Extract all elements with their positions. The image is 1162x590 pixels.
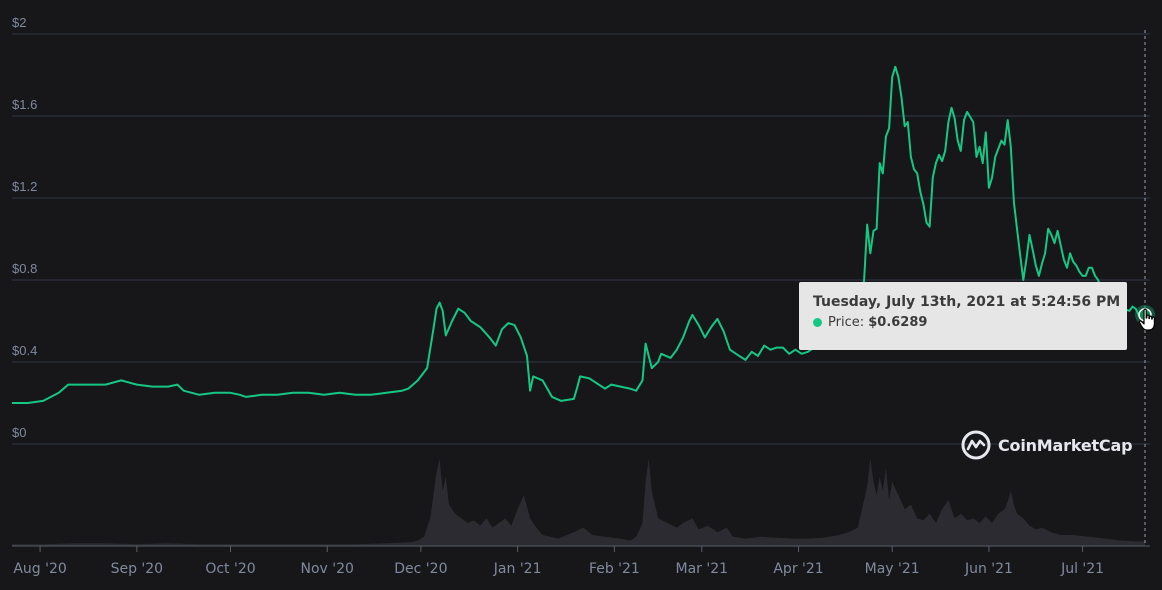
tooltip-price-label: Price: <box>828 315 865 330</box>
x-axis-ticks: Aug '20 Sep '20 Oct '20 Nov '20 Dec '20 Jan '… <box>13 546 1104 577</box>
hand-pointer-icon <box>1138 308 1155 331</box>
volume-area-shape <box>12 458 1145 546</box>
price-tooltip: Tuesday, July 13th, 2021 at 5:24:56 PM P… <box>799 282 1127 350</box>
price-line <box>12 65 1146 404</box>
x-tick-label: Jun '21 <box>964 561 1013 577</box>
x-tick-label: May '21 <box>865 561 920 577</box>
brand-name: CoinMarketCap <box>998 435 1133 455</box>
x-tick-label: Aug '20 <box>13 561 66 577</box>
x-tick-label: Sep '20 <box>111 561 164 577</box>
x-tick-label: Jan '21 <box>493 561 542 577</box>
x-tick-label: Apr '21 <box>773 561 823 577</box>
y-tick-label: $0 <box>12 425 26 440</box>
x-tick-label: Mar '21 <box>676 561 729 577</box>
tooltip-price-value: $0.6289 <box>868 315 928 330</box>
tooltip-price-row: Price: $0.6289 <box>813 315 1113 330</box>
x-tick-label: Feb '21 <box>589 561 640 577</box>
x-tick-label: Jul '21 <box>1060 561 1104 577</box>
tooltip-date: Tuesday, July 13th, 2021 at 5:24:56 PM <box>813 294 1121 310</box>
coinmarketcap-watermark: CoinMarketCap <box>960 428 1133 462</box>
y-tick-label: $0.8 <box>12 261 37 276</box>
series-dot-icon <box>813 318 822 327</box>
grid-lines <box>12 33 1150 445</box>
x-tick-label: Oct '20 <box>205 561 255 577</box>
x-tick-label: Nov '20 <box>301 561 354 577</box>
coinmarketcap-logo-icon <box>961 430 991 460</box>
y-tick-label: $1.6 <box>12 97 37 112</box>
x-tick-label: Dec '20 <box>394 561 447 577</box>
volume-area <box>12 458 1145 546</box>
price-series <box>12 65 1146 404</box>
y-axis-labels: $0 $0.4 $0.8 $1.2 $1.6 $2 <box>12 15 37 440</box>
y-tick-label: $1.2 <box>12 179 37 194</box>
y-tick-label: $2 <box>12 15 26 30</box>
y-tick-label: $0.4 <box>12 343 37 358</box>
